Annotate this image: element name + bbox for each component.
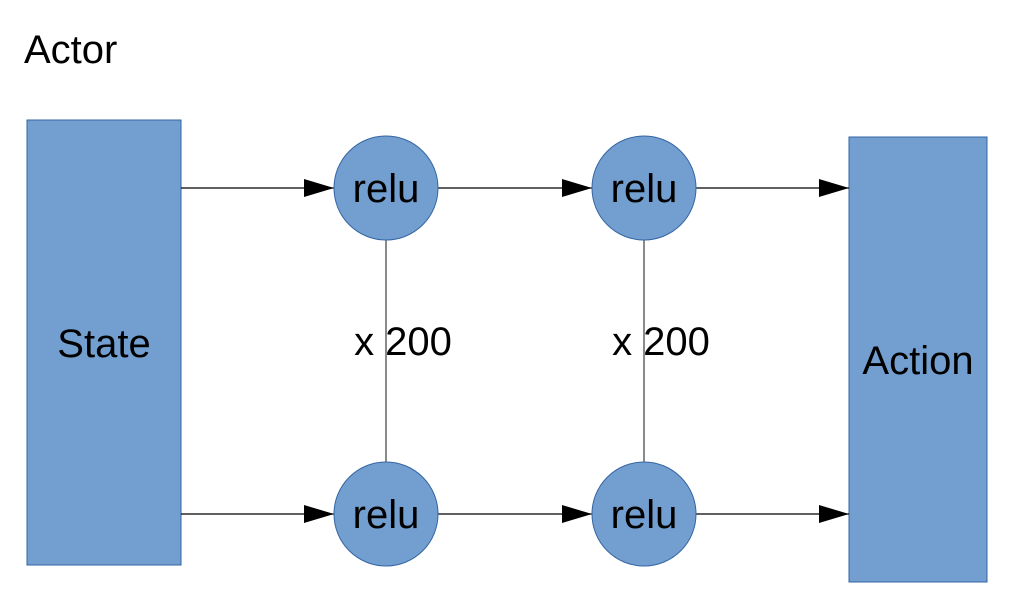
- layer-1-bottom-neuron-label: relu: [353, 493, 420, 537]
- layer-2-top-neuron: [591, 135, 697, 241]
- layer-2-bottom-neuron: [591, 461, 697, 567]
- state-label: State: [57, 322, 150, 366]
- layer-1-count-label: x 200: [354, 320, 452, 364]
- layer-1-bottom-neuron: [333, 461, 439, 567]
- action-box: [848, 136, 988, 583]
- diagram-title: Actor: [24, 28, 117, 72]
- layer-2-top-neuron-label: relu: [611, 167, 678, 211]
- layer-2-count-label: x 200: [612, 320, 710, 364]
- state-box: [26, 119, 182, 566]
- action-label: Action: [862, 339, 973, 383]
- layer-2-bottom-neuron-label: relu: [611, 493, 678, 537]
- layer-1-top-neuron: [333, 135, 439, 241]
- layer-1-top-neuron-label: relu: [353, 167, 420, 211]
